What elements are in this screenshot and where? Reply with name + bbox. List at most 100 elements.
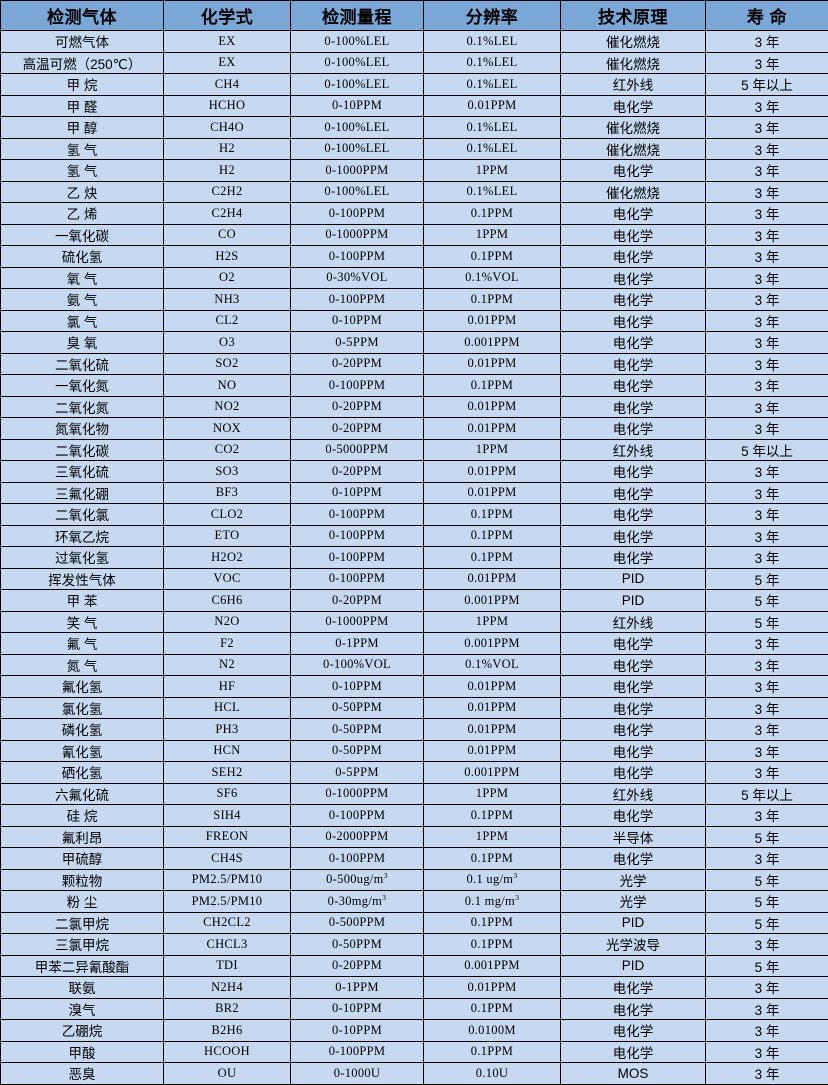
cell-range: 0-20PPM bbox=[291, 955, 424, 977]
cell-range: 0-100PPM bbox=[291, 203, 424, 225]
cell-res: 0.01PPM bbox=[424, 310, 561, 332]
cell-tech: 电化学 bbox=[561, 1041, 706, 1063]
cell-range: 0-50PPM bbox=[291, 719, 424, 741]
cell-tech: PID bbox=[561, 955, 706, 977]
cell-tech: MOS bbox=[561, 1063, 706, 1085]
cell-gas: 甲 烷 bbox=[1, 74, 164, 96]
cell-life: 5 年 bbox=[706, 826, 828, 848]
cell-form: OU bbox=[164, 1063, 291, 1085]
cell-gas: 二氧化氯 bbox=[1, 504, 164, 526]
cell-res: 0.1%LEL bbox=[424, 74, 561, 96]
cell-form: C2H2 bbox=[164, 181, 291, 203]
cell-gas: 三氧化硫 bbox=[1, 461, 164, 483]
cell-life: 3 年 bbox=[706, 654, 828, 676]
cell-life: 3 年 bbox=[706, 762, 828, 784]
cell-form: NOX bbox=[164, 418, 291, 440]
cell-life: 3 年 bbox=[706, 1041, 828, 1063]
cell-form: BF3 bbox=[164, 482, 291, 504]
cell-form: TDI bbox=[164, 955, 291, 977]
cell-range: 0-100%LEL bbox=[291, 52, 424, 74]
cell-range: 0-1000PPM bbox=[291, 224, 424, 246]
cell-range: 0-100PPM bbox=[291, 547, 424, 569]
cell-range: 0-10PPM bbox=[291, 676, 424, 698]
cell-gas: 二氧化硫 bbox=[1, 353, 164, 375]
cell-form: H2 bbox=[164, 160, 291, 182]
cell-form: N2H4 bbox=[164, 977, 291, 999]
cell-life: 5 年以上 bbox=[706, 783, 828, 805]
cell-gas: 甲 醇 bbox=[1, 117, 164, 139]
cell-form: EX bbox=[164, 31, 291, 53]
cell-gas: 磷化氢 bbox=[1, 719, 164, 741]
cell-res: 1PPM bbox=[424, 611, 561, 633]
cell-res: 0.001PPM bbox=[424, 590, 561, 612]
cell-form: SIH4 bbox=[164, 805, 291, 827]
cell-tech: 电化学 bbox=[561, 160, 706, 182]
cell-life: 3 年 bbox=[706, 375, 828, 397]
cell-tech: 电化学 bbox=[561, 762, 706, 784]
cell-form: PM2.5/PM10 bbox=[164, 891, 291, 913]
cell-range: 0-1000PPM bbox=[291, 783, 424, 805]
cell-tech: PID bbox=[561, 568, 706, 590]
cell-form: PM2.5/PM10 bbox=[164, 869, 291, 891]
cell-tech: 红外线 bbox=[561, 783, 706, 805]
cell-range: 0-100PPM bbox=[291, 568, 424, 590]
cell-life: 3 年 bbox=[706, 418, 828, 440]
cell-tech: 催化燃烧 bbox=[561, 52, 706, 74]
cell-res: 0.1%VOL bbox=[424, 267, 561, 289]
cell-gas: 乙硼烷 bbox=[1, 1020, 164, 1042]
cell-res: 0.1PPM bbox=[424, 912, 561, 934]
cell-tech: PID bbox=[561, 912, 706, 934]
cell-life: 3 年 bbox=[706, 740, 828, 762]
cell-tech: 电化学 bbox=[561, 375, 706, 397]
cell-gas: 环氧乙烷 bbox=[1, 525, 164, 547]
cell-gas: 乙 烯 bbox=[1, 203, 164, 225]
cell-form: NH3 bbox=[164, 289, 291, 311]
cell-life: 5 年 bbox=[706, 869, 828, 891]
cell-range: 0-20PPM bbox=[291, 590, 424, 612]
cell-life: 3 年 bbox=[706, 848, 828, 870]
cell-range: 0-1000PPM bbox=[291, 160, 424, 182]
cell-gas: 硫化氢 bbox=[1, 246, 164, 268]
cell-range: 0-100%LEL bbox=[291, 138, 424, 160]
cell-res: 0.01PPM bbox=[424, 461, 561, 483]
cell-res: 0.1PPM bbox=[424, 934, 561, 956]
cell-tech: 电化学 bbox=[561, 977, 706, 999]
cell-gas: 二氧化碳 bbox=[1, 439, 164, 461]
cell-res: 0.1PPM bbox=[424, 848, 561, 870]
cell-res: 1PPM bbox=[424, 224, 561, 246]
cell-life: 5 年以上 bbox=[706, 74, 828, 96]
cell-tech: 电化学 bbox=[561, 740, 706, 762]
cell-res: 0.10U bbox=[424, 1063, 561, 1085]
cell-range: 0-1PPM bbox=[291, 977, 424, 999]
cell-gas: 臭 氧 bbox=[1, 332, 164, 354]
cell-gas: 氮氧化物 bbox=[1, 418, 164, 440]
cell-res: 0.0100M bbox=[424, 1020, 561, 1042]
cell-res: 0.1PPM bbox=[424, 998, 561, 1020]
cell-tech: 电化学 bbox=[561, 719, 706, 741]
cell-res: 0.01PPM bbox=[424, 740, 561, 762]
cell-tech: 电化学 bbox=[561, 1020, 706, 1042]
cell-life: 3 年 bbox=[706, 138, 828, 160]
column-header-formula: 化学式 bbox=[164, 1, 291, 31]
cell-form: FREON bbox=[164, 826, 291, 848]
cell-form: NO bbox=[164, 375, 291, 397]
cell-tech: 电化学 bbox=[561, 418, 706, 440]
cell-tech: 光学 bbox=[561, 891, 706, 913]
cell-gas: 硒化氢 bbox=[1, 762, 164, 784]
cell-form: HCOOH bbox=[164, 1041, 291, 1063]
column-header-technology: 技术原理 bbox=[561, 1, 706, 31]
cell-form: C6H6 bbox=[164, 590, 291, 612]
cell-gas: 氯化氢 bbox=[1, 697, 164, 719]
